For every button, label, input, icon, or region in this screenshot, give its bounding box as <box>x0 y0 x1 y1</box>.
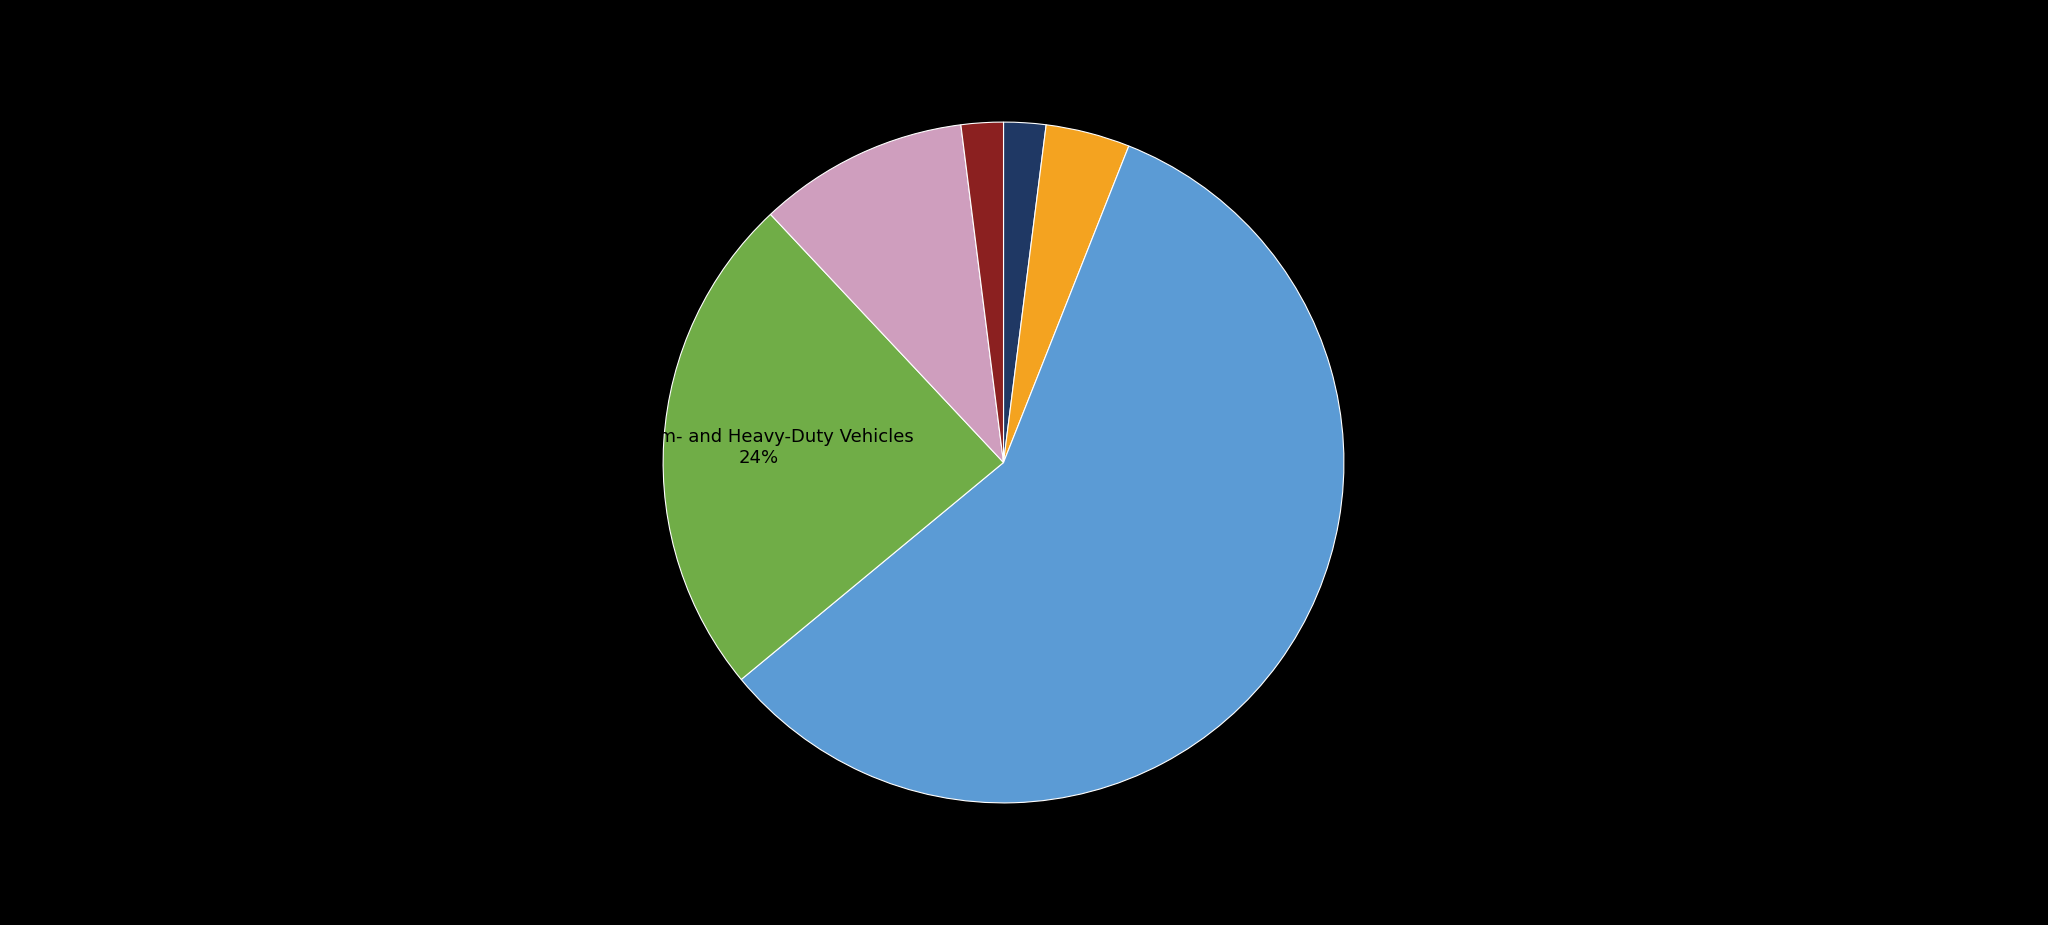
Wedge shape <box>1004 122 1047 462</box>
Wedge shape <box>1004 125 1128 462</box>
Text: Aircraft
10%: Aircraft 10% <box>762 98 827 137</box>
Wedge shape <box>961 122 1004 462</box>
Wedge shape <box>770 125 1004 462</box>
Text: Other
4%: Other 4% <box>1108 64 1159 103</box>
Wedge shape <box>741 146 1343 803</box>
Text: Light-Duty Vehicles
58%: Light-Duty Vehicles 58% <box>1313 663 1487 702</box>
Wedge shape <box>664 215 1004 680</box>
Text: Pipeline
4%: Pipeline 4% <box>975 0 1044 113</box>
Text: Medium- and Heavy-Duty Vehicles
24%: Medium- and Heavy-Duty Vehicles 24% <box>604 427 913 466</box>
